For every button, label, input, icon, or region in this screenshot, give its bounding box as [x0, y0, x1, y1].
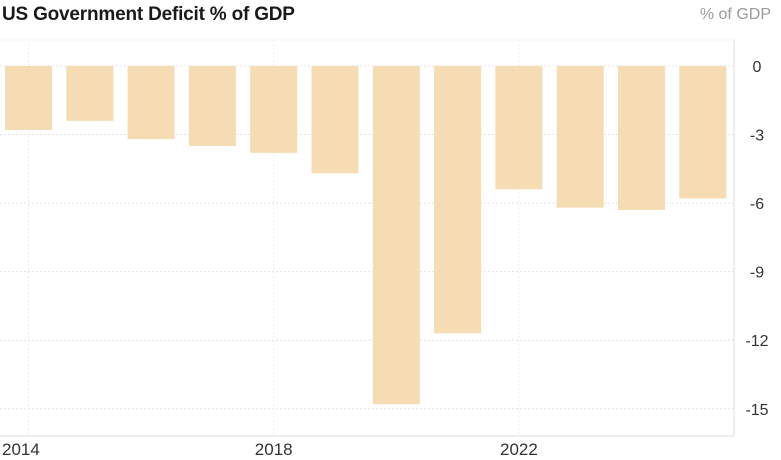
- y-tick-label: -12: [745, 333, 768, 350]
- y-tick-label: -9: [750, 265, 764, 282]
- axis-layer: 0 -3 -6 -9 -12 -15 2014 2018 2022: [0, 40, 769, 459]
- bar-2019[interactable]: [311, 66, 359, 174]
- x-tick-label: 2018: [255, 440, 293, 459]
- bar-2022[interactable]: [495, 66, 543, 190]
- bar-2023[interactable]: [556, 66, 604, 208]
- bar-2017[interactable]: [188, 66, 236, 146]
- y-tick-label: -6: [750, 196, 764, 213]
- bar-2015[interactable]: [66, 66, 114, 121]
- y-tick-label: -3: [750, 128, 764, 145]
- x-tick-label: 2022: [500, 440, 538, 459]
- bar-layer: [5, 66, 727, 405]
- bar-2020[interactable]: [372, 66, 420, 405]
- bar-2016[interactable]: [127, 66, 175, 140]
- bar-2024[interactable]: [618, 66, 665, 210]
- bar-2018[interactable]: [250, 66, 298, 153]
- y-tick-label: 0: [753, 59, 762, 76]
- x-tick-label: 2014: [2, 440, 40, 459]
- y-tick-label: -15: [745, 402, 768, 419]
- unit-label: % of GDP: [699, 6, 771, 23]
- bar-2025[interactable]: [679, 66, 727, 199]
- bar-2014[interactable]: [5, 66, 52, 130]
- chart-title: US Government Deficit % of GDP: [2, 4, 295, 25]
- bar-2021[interactable]: [434, 66, 482, 334]
